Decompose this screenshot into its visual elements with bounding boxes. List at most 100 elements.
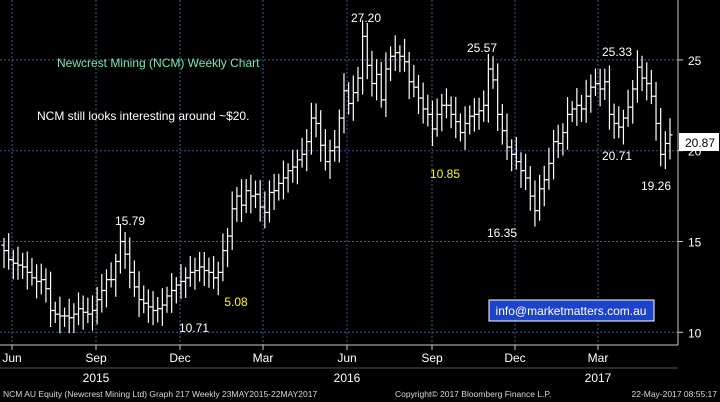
ohlc-bar (606, 65, 612, 130)
x-tick-label: Dec (504, 351, 525, 365)
x-tick-label: Jun (2, 351, 21, 365)
annotation-label: 20.71 (602, 149, 632, 163)
ohlc-bar (304, 129, 310, 172)
footer-bar: NCM AU Equity (Newcrest Mining Ltd) Grap… (0, 386, 720, 402)
ohlc-bar (10, 249, 16, 280)
ohlc-bar (280, 160, 286, 200)
ohlc-bar (560, 123, 566, 156)
ohlc-bar (239, 179, 245, 223)
ohlc-bar (113, 253, 119, 297)
ohlc-bar (127, 237, 133, 289)
ohlc-bar (234, 187, 240, 222)
ohlc-bar (276, 173, 282, 201)
ohlc-bars (1, 20, 673, 334)
annotation-label: 19.26 (641, 179, 671, 193)
ohlc-bar (397, 45, 403, 73)
ohlc-bar (476, 97, 482, 130)
ohlc-bar (173, 277, 179, 304)
ohlc-bar (169, 273, 175, 313)
ohlc-bar (537, 174, 543, 221)
ohlc-bar (653, 81, 659, 141)
ohlc-bar (616, 106, 622, 139)
ohlc-bar (429, 100, 435, 147)
ohlc-bar (85, 297, 91, 324)
ohlc-bar (24, 251, 30, 290)
ohlc-bar (350, 75, 356, 121)
ohlc-bar (569, 101, 575, 123)
ohlc-bar (346, 82, 352, 115)
ohlc-bar (602, 68, 608, 100)
ohlc-bar (443, 88, 449, 119)
ohlc-bar (150, 291, 156, 326)
ohlc-bar (220, 233, 226, 282)
ohlc-bar (89, 295, 95, 331)
annotation-label: 16.35 (487, 226, 517, 240)
ohlc-bar (313, 103, 319, 138)
ohlc-bar (290, 149, 296, 183)
ohlc-bar (332, 129, 338, 162)
x-tick-label: Sep (85, 351, 107, 365)
website-box (488, 299, 655, 322)
chart-title: Newcrest Mining (NCM) Weekly Chart (57, 56, 260, 70)
ohlc-bar (80, 295, 86, 330)
website-link[interactable]: info@marketmatters.com.au (496, 304, 647, 318)
ohlc-bar (271, 173, 277, 210)
ohlc-bar (215, 261, 221, 296)
ohlc-bar (183, 267, 189, 298)
ohlc-bar (509, 139, 515, 172)
ohlc-bar (294, 149, 300, 185)
x-tick-label: Mar (588, 351, 609, 365)
ohlc-bar (416, 74, 422, 115)
ohlc-bar (243, 179, 249, 214)
ohlc-bar (262, 191, 268, 229)
ohlc-bar (425, 94, 431, 127)
ohlc-bar (639, 55, 645, 92)
ohlc-bar (648, 69, 654, 105)
ohlc-bar (453, 96, 459, 139)
ohlc-bar (555, 124, 561, 159)
ohlc-bar (318, 110, 324, 162)
ohlc-bar (34, 264, 40, 299)
ohlc-bar (611, 103, 617, 139)
ohlc-bar (374, 59, 380, 101)
ohlc-bar (574, 88, 580, 126)
ohlc-bar (155, 297, 161, 323)
ohlc-bar (504, 113, 510, 161)
ohlc-bar (48, 271, 54, 327)
ohlc-bar (495, 63, 501, 131)
ohlc-bar (164, 286, 170, 313)
ohlc-bar (15, 246, 21, 280)
ohlc-bar (117, 224, 123, 274)
footer-timestamp: 22-May-2017 08:55:17 (631, 389, 717, 399)
ohlc-bar (38, 263, 44, 295)
ohlc-bar (308, 102, 314, 155)
ohlc-bar (490, 56, 496, 89)
ohlc-bar (406, 52, 412, 100)
ohlc-bar (211, 256, 217, 289)
ohlc-bar (285, 163, 291, 193)
ohlc-bar (523, 153, 529, 190)
ohlc-bar (145, 289, 151, 323)
ohlc-bar (662, 131, 668, 170)
ohlc-bar (322, 129, 328, 171)
ohlc-bar (527, 166, 533, 211)
annotation-label: 25.33 (602, 45, 632, 59)
ohlc-bar (546, 147, 552, 190)
ohlc-bar (634, 50, 640, 103)
ohlc-bar (388, 46, 394, 82)
footer-copyright: Copyright© 2017 Bloomberg Finance L.P. (395, 389, 552, 399)
ohlc-bar (588, 74, 594, 113)
chart-subtitle: NCM still looks interesting around ~$20. (37, 109, 249, 123)
ohlc-bar (122, 232, 128, 269)
ohlc-bar (411, 64, 417, 98)
ohlc-bar (131, 260, 137, 297)
x-tick-label: Sep (421, 351, 443, 365)
ohlc-bar (551, 129, 557, 180)
ohlc-bar (29, 257, 35, 286)
ohlc-bar (360, 20, 366, 95)
ohlc-bar (229, 191, 235, 250)
ohlc-bar (592, 68, 598, 97)
ohlc-bar (225, 227, 231, 268)
